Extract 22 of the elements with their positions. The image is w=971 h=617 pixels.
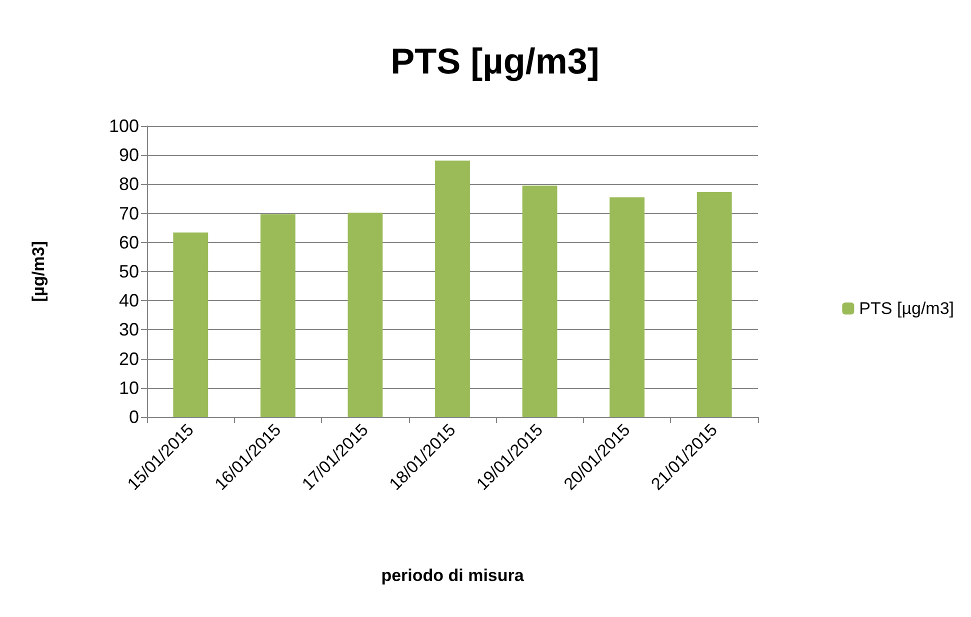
bar	[696, 192, 732, 417]
y-tick-label: 80	[118, 174, 139, 194]
y-tick-label: 40	[118, 290, 139, 311]
y-tick-label: 10	[118, 378, 139, 398]
y-tick-label: 50	[118, 262, 139, 282]
bar	[522, 186, 558, 417]
bar	[173, 232, 208, 417]
y-tick-label: 90	[118, 145, 139, 166]
y-tick-label: 60	[118, 232, 139, 252]
bar	[435, 160, 470, 417]
bar	[260, 214, 296, 417]
y-tick-label: 100	[108, 116, 139, 136]
legend-label: PTS [µg/m3]	[859, 299, 954, 318]
y-tick-label: 20	[118, 348, 139, 369]
chart-title: PTS [µg/m3]	[390, 40, 600, 82]
y-tick-label: 70	[118, 203, 139, 224]
bar	[348, 212, 383, 417]
y-tick-label: 30	[118, 320, 139, 340]
x-axis-title: periodo di misura	[381, 566, 524, 585]
y-tick-label: 0	[128, 407, 139, 427]
bar	[610, 197, 645, 417]
y-axis-title: [µg/m3]	[29, 241, 48, 302]
